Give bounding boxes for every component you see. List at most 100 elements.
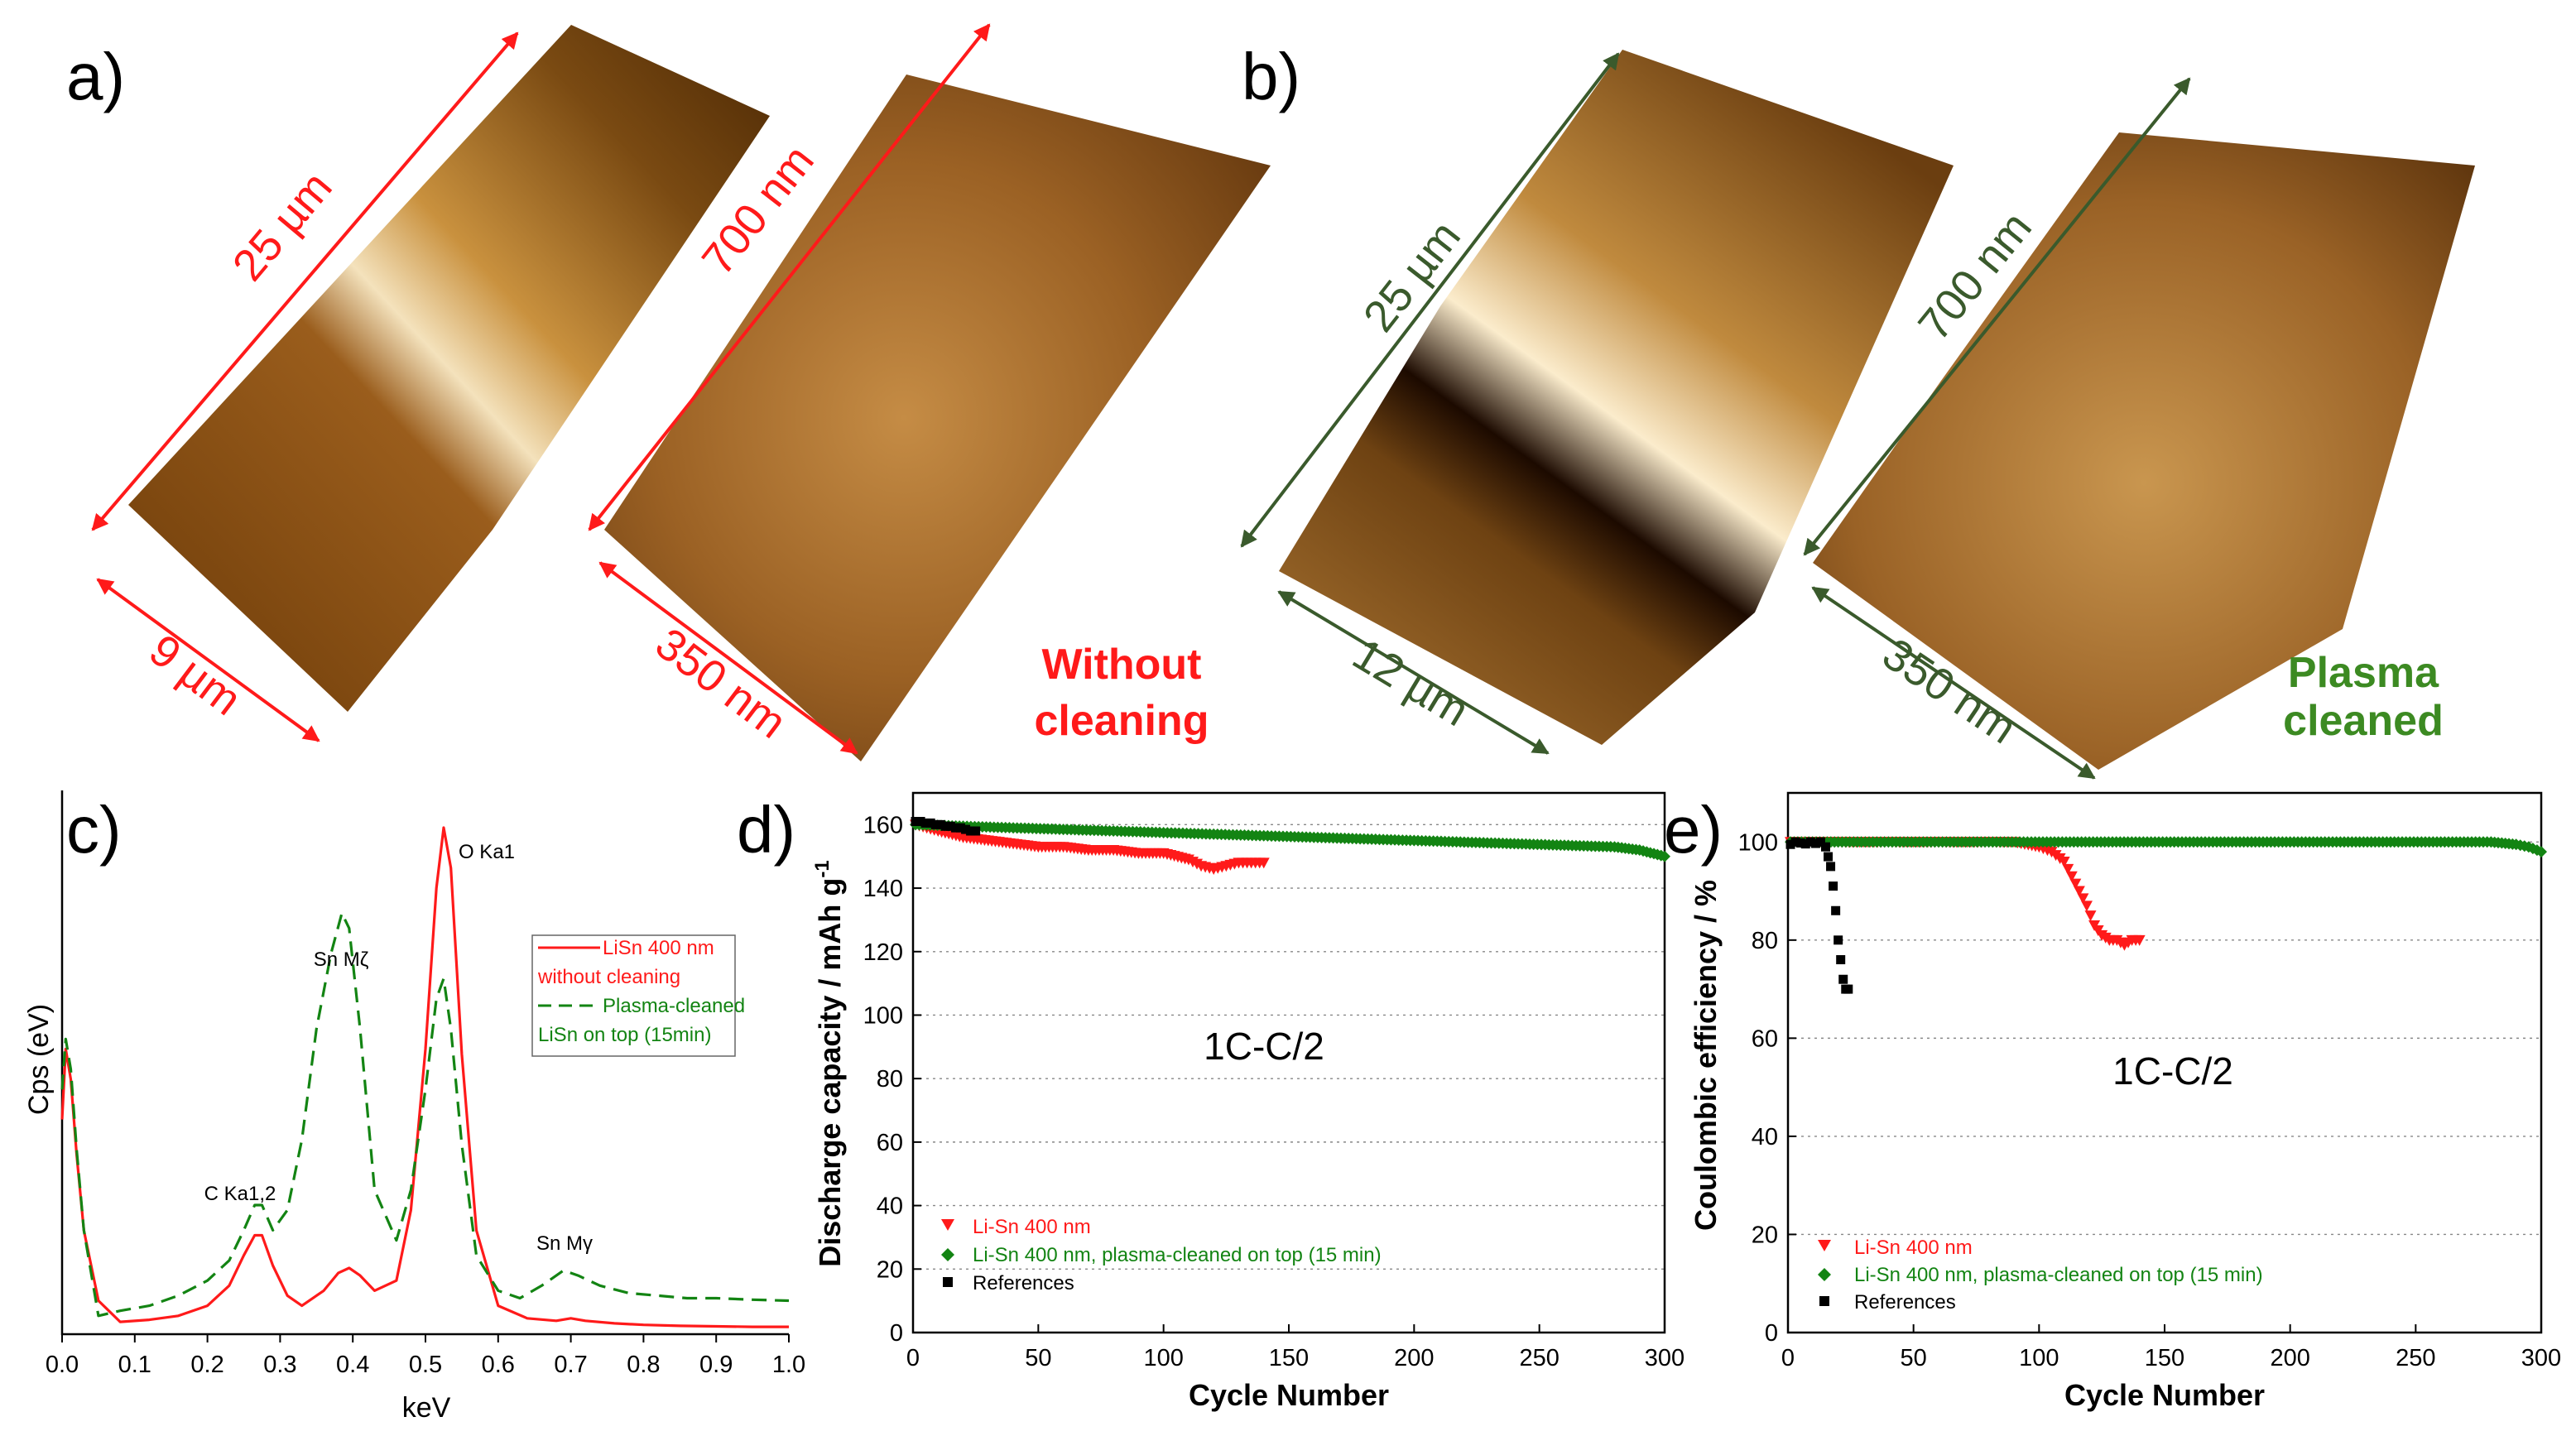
efficiency-legend-red: Li-Sn 400 nm bbox=[1854, 1237, 1973, 1259]
capacity-y-tick-label: 20 bbox=[877, 1256, 903, 1283]
efficiency-point-uncleaned bbox=[2084, 910, 2097, 922]
panel-letter-d: d) bbox=[737, 793, 795, 867]
afm-a2-length-arrow bbox=[588, 23, 991, 531]
capacity-x-tick-label: 200 bbox=[1394, 1345, 1434, 1371]
efficiency-legend-green: Li-Sn 400 nm, plasma-cleaned on top (15 … bbox=[1854, 1264, 2263, 1286]
efficiency-legend: Li-Sn 400 nm Li-Sn 400 nm, plasma-cleane… bbox=[1818, 1237, 2263, 1314]
efficiency-point-references bbox=[1815, 837, 1825, 847]
efficiency-x-label: Cycle Number bbox=[2064, 1378, 2265, 1412]
efficiency-point-uncleaned bbox=[2065, 871, 2078, 882]
afm-a1-length-label: 25 µm bbox=[223, 162, 342, 290]
capacity-y-tick-label: 160 bbox=[863, 812, 903, 838]
efficiency-point-references bbox=[1829, 881, 1838, 891]
capacity-x-tick-label: 250 bbox=[1519, 1345, 1559, 1371]
capacity-y-tick-label: 120 bbox=[863, 939, 903, 966]
efficiency-y-tick-label: 40 bbox=[1752, 1124, 1778, 1150]
capacity-x-label: Cycle Number bbox=[1189, 1378, 1389, 1412]
efficiency-point-uncleaned bbox=[2058, 856, 2070, 867]
edx-legend-red-line2: without cleaning bbox=[537, 966, 680, 988]
afm-b2-width-arrow bbox=[1811, 586, 2096, 780]
afm-b1-width-arrow bbox=[1277, 590, 1550, 755]
efficiency-point-references bbox=[1826, 862, 1836, 872]
afm-a1-width-arrow bbox=[96, 578, 320, 742]
capacity-y-tick-label: 80 bbox=[877, 1066, 903, 1093]
efficiency-chart: 0 20 40 60 80 100 0 50 100 150 200 250 300 1C-C/2 Cy… bbox=[1689, 791, 2561, 1412]
efficiency-point-references bbox=[1831, 905, 1841, 915]
efficiency-point-references bbox=[1824, 852, 1833, 862]
capacity-point-plasma-cleaned bbox=[1659, 850, 1670, 862]
edx-x-tick-label: 1.0 bbox=[772, 1352, 805, 1378]
efficiency-legend-marker-red bbox=[1818, 1240, 1831, 1251]
capacity-x-tick-label: 150 bbox=[1269, 1345, 1309, 1371]
panel-letter-e: e) bbox=[1664, 793, 1723, 867]
capacity-point-references bbox=[956, 823, 966, 833]
efficiency-point-uncleaned bbox=[2062, 863, 2074, 875]
edx-legend-box bbox=[531, 934, 736, 1057]
capacity-legend-marker-black bbox=[943, 1277, 953, 1287]
efficiency-point-references bbox=[1836, 955, 1846, 965]
efficiency-point-uncleaned bbox=[2069, 878, 2082, 890]
edx-legend-red-line1: LiSn 400 nm bbox=[603, 937, 714, 959]
edx-legend: LiSn 400 nm without cleaning Plasma-clea… bbox=[531, 934, 745, 1057]
afm-a1-length-arrow bbox=[91, 31, 519, 531]
efficiency-y-label: Coulombic efficiency / % bbox=[1689, 880, 1723, 1231]
edx-x-tick-label: 0.9 bbox=[699, 1352, 733, 1378]
edx-series bbox=[60, 826, 790, 1328]
capacity-point-references bbox=[925, 818, 935, 828]
edx-x-label: keV bbox=[402, 1392, 451, 1424]
capacity-x-tick-label: 300 bbox=[1645, 1345, 1684, 1371]
afm-tile-a1 bbox=[128, 25, 770, 712]
efficiency-y-tick-label: 20 bbox=[1752, 1222, 1778, 1248]
capacity-series bbox=[910, 817, 1670, 876]
efficiency-series bbox=[1785, 836, 2547, 994]
efficiency-x-tick-label: 300 bbox=[2521, 1345, 2561, 1371]
efficiency-x-tick-label: 250 bbox=[2396, 1345, 2435, 1371]
afm-panel-b: 25 µm 12 µm 700 nm 350 nm Plasma cleaned bbox=[1240, 50, 2475, 780]
edx-x-tick-label: 0.7 bbox=[554, 1352, 587, 1378]
capacity-point-references bbox=[950, 823, 960, 833]
capacity-point-references bbox=[961, 824, 971, 834]
efficiency-series-uncleaned bbox=[1785, 837, 2146, 951]
capacity-legend-green: Li-Sn 400 nm, plasma-cleaned on top (15 … bbox=[973, 1244, 1382, 1266]
efficiency-x-tick-label: 200 bbox=[2270, 1345, 2309, 1371]
edx-x-ticks: 0.0 0.1 0.2 0.3 0.4 0.5 0.6 0.7 0.8 0.9 1.0 bbox=[46, 1334, 805, 1378]
capacity-legend-black: References bbox=[973, 1272, 1074, 1294]
capacity-point-references bbox=[971, 826, 981, 836]
efficiency-point-references bbox=[1810, 838, 1820, 848]
capacity-y-label-main: Discharge capacity / mAh g bbox=[813, 878, 847, 1267]
efficiency-point-references bbox=[1805, 837, 1815, 847]
capacity-annotation: 1C-C/2 bbox=[1204, 1025, 1324, 1068]
efficiency-point-references bbox=[1795, 838, 1805, 848]
edx-annotation-snmg: Sn Mγ bbox=[536, 1232, 593, 1255]
capacity-point-uncleaned bbox=[1257, 857, 1270, 869]
capacity-y-tick-label: 40 bbox=[877, 1193, 903, 1220]
efficiency-series-plasma-cleaned bbox=[1785, 836, 2547, 858]
capacity-y-tick-label: 60 bbox=[877, 1130, 903, 1156]
edx-x-tick-label: 0.4 bbox=[336, 1352, 369, 1378]
edx-series-uncleaned bbox=[60, 826, 789, 1328]
edx-x-tick-label: 0.0 bbox=[46, 1352, 79, 1378]
edx-legend-green-line2: LiSn on top (15min) bbox=[538, 1024, 711, 1046]
efficiency-point-references bbox=[1821, 842, 1830, 852]
efficiency-y-tick-label: 0 bbox=[1765, 1320, 1778, 1347]
efficiency-series-references bbox=[1785, 837, 1853, 994]
efficiency-y-tick-label: 60 bbox=[1752, 1025, 1778, 1052]
afm-b2-length-arrow bbox=[1803, 77, 2191, 556]
efficiency-y-tick-label: 80 bbox=[1752, 928, 1778, 954]
capacity-legend: Li-Sn 400 nm Li-Sn 400 nm, plasma-cleane… bbox=[941, 1216, 1382, 1294]
edx-annotation-snmz: Sn Mζ bbox=[314, 949, 369, 971]
efficiency-legend-marker-black bbox=[1819, 1296, 1829, 1306]
edx-x-tick-label: 0.2 bbox=[190, 1352, 223, 1378]
efficiency-point-uncleaned bbox=[2080, 901, 2093, 912]
edx-x-tick-label: 0.6 bbox=[482, 1352, 515, 1378]
edx-y-label: Cps (eV) bbox=[23, 1004, 55, 1115]
efficiency-x-tick-label: 100 bbox=[2019, 1345, 2059, 1371]
efficiency-point-references bbox=[1843, 984, 1853, 994]
capacity-x-tick-label: 50 bbox=[1025, 1345, 1051, 1371]
capacity-x-tick-label: 100 bbox=[1143, 1345, 1183, 1371]
panel-letter-b: b) bbox=[1242, 40, 1300, 113]
capacity-legend-marker-green bbox=[941, 1248, 954, 1261]
capacity-legend-red: Li-Sn 400 nm bbox=[973, 1216, 1091, 1238]
capacity-point-references bbox=[945, 821, 955, 831]
